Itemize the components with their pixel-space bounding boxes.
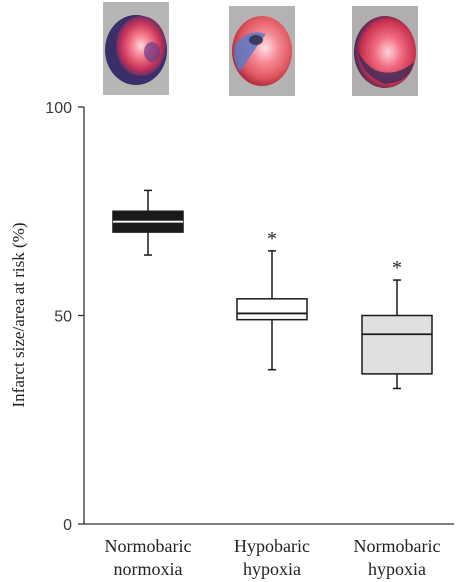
category-label-line: hypoxia: [368, 559, 426, 579]
iqr-box: [361, 314, 433, 375]
category-label-line: normoxia: [114, 559, 183, 579]
y-axis-label: Infarct size/area at risk (%): [9, 223, 28, 408]
y-tick-label: 50: [54, 309, 72, 326]
y-tick-label: 0: [63, 517, 72, 534]
y-tick-label: 100: [45, 100, 72, 117]
category-label-line: hypoxia: [243, 559, 301, 579]
heart-slice-image-1: [103, 2, 169, 95]
iqr-box: [236, 298, 308, 321]
significance-marker: *: [392, 257, 402, 279]
significance-marker: *: [267, 228, 277, 250]
category-label-line: Normobaric: [105, 536, 192, 556]
category-label-line: Normobaric: [354, 536, 441, 556]
heart-slice-image-3: [352, 6, 418, 96]
box-group-2: *: [236, 228, 308, 371]
box-group-3: *: [361, 257, 433, 390]
box-group-1: [112, 189, 184, 256]
category-label-line: Hypobaric: [234, 536, 310, 556]
heart-slice-image-2: [229, 6, 295, 96]
